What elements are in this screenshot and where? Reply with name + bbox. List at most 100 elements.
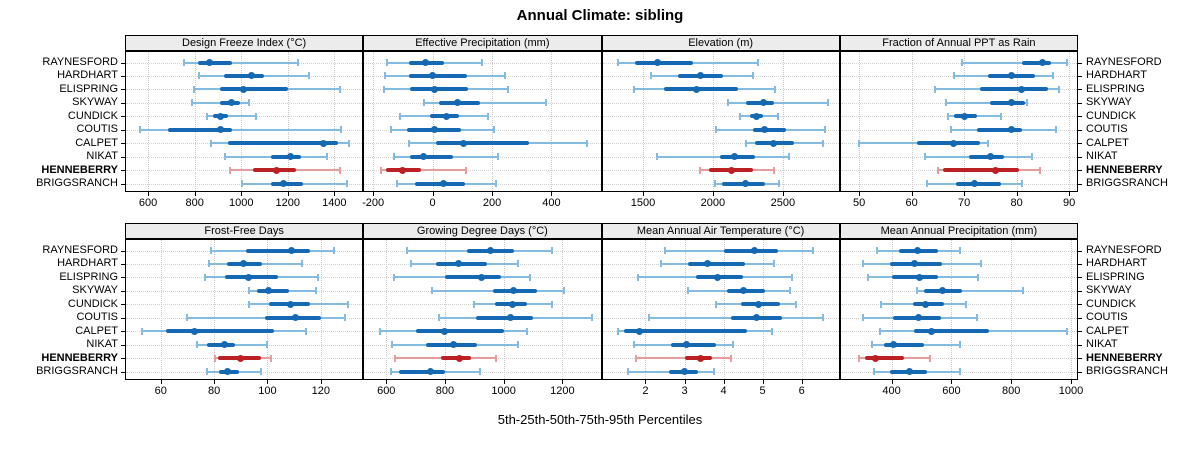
median-dot <box>761 126 769 134</box>
station-label-right: NIKAT <box>1086 338 1118 351</box>
station-label-right: CUNDICK <box>1086 109 1137 122</box>
whisker-cap <box>479 368 482 376</box>
axis-tick-mark <box>782 192 784 196</box>
whisker-cap <box>183 59 186 66</box>
whisker-cap <box>214 354 217 362</box>
row-tick-right <box>1078 358 1082 360</box>
whisker-cap <box>744 139 747 147</box>
median-dot <box>292 314 299 322</box>
whisker-cap <box>422 99 425 107</box>
axis-tick-label: 1200 <box>550 385 575 397</box>
axis-tick-mark <box>684 380 686 384</box>
iqr-bar <box>256 288 289 293</box>
gridline-horizontal <box>126 290 363 292</box>
whisker-cap <box>228 166 231 174</box>
axis-tick-label: 400 <box>882 385 901 397</box>
whisker-cap <box>247 300 250 308</box>
gridline-horizontal <box>602 143 839 145</box>
whisker-cap <box>551 247 554 254</box>
gridline-vertical <box>267 240 269 379</box>
row-tick-right <box>1078 183 1082 185</box>
row-tick-right <box>1078 263 1082 265</box>
median-dot <box>922 300 930 308</box>
axis-tick-mark <box>645 380 647 384</box>
whisker-cap <box>398 112 401 120</box>
whisker-cap <box>916 287 918 295</box>
station-label-left: CUNDICK <box>67 297 118 310</box>
gridline-vertical <box>951 240 953 379</box>
iqr-bar <box>271 154 302 159</box>
iqr-bar <box>220 87 288 92</box>
median-dot <box>960 112 968 120</box>
median-dot <box>280 180 288 188</box>
whisker-cap <box>138 126 141 134</box>
whisker-cap <box>1026 99 1029 107</box>
station-label-left: ELISPRING <box>59 270 118 283</box>
median-dot <box>228 99 236 107</box>
whisker-cap <box>307 72 310 80</box>
iqr-bar <box>415 329 504 334</box>
whisker-line <box>961 61 1067 64</box>
whisker-cap <box>636 273 639 281</box>
median-dot <box>889 341 897 349</box>
whisker-cap <box>392 273 395 281</box>
iqr-bar <box>969 154 1004 159</box>
median-dot <box>217 126 225 134</box>
gridline-vertical <box>551 52 553 191</box>
row-tick-right <box>1078 331 1082 333</box>
whisker-cap <box>777 180 780 188</box>
whisker-cap <box>616 59 619 66</box>
axis-tick-label: 120 <box>311 385 331 397</box>
whisker-cap <box>959 247 962 254</box>
station-label-left: RAYNESFORD <box>42 56 118 68</box>
whisker-cap <box>687 287 690 295</box>
axis-tick-label: 1400 <box>322 197 347 209</box>
strip-label: Effective Precipitation (mm) <box>415 37 550 49</box>
axis-tick-label: 50 <box>853 197 866 209</box>
station-label-right: HENNEBERRY <box>1086 351 1163 364</box>
gridline-vertical <box>964 52 966 191</box>
axis-tick-label: 400 <box>542 197 561 209</box>
whisker-cap <box>507 85 510 93</box>
gridline-horizontal <box>126 304 363 306</box>
whisker-cap <box>551 300 554 308</box>
whisker-cap <box>1065 327 1068 335</box>
gridline-vertical <box>859 52 861 191</box>
whisker-cap <box>632 85 635 93</box>
axis-tick-label: 1000 <box>228 197 254 209</box>
whisker-cap <box>699 166 702 174</box>
iqr-bar <box>435 141 530 146</box>
whisker-cap <box>712 368 715 376</box>
gridline-vertical <box>684 240 686 379</box>
whisker-cap <box>999 112 1002 120</box>
median-dot <box>240 85 248 93</box>
gridline-horizontal <box>602 116 839 118</box>
median-dot <box>1018 85 1026 93</box>
station-label-left: HARDHART <box>57 257 118 270</box>
whisker-cap <box>247 287 250 295</box>
whisker-cap <box>392 153 395 161</box>
station-label-left: NIKAT <box>86 338 118 351</box>
iqr-bar <box>246 248 311 253</box>
gridline-vertical <box>148 52 150 191</box>
whisker-cap <box>634 354 637 362</box>
gridline-vertical <box>723 240 725 379</box>
strip-label: Design Freeze Index (°C) <box>182 37 307 49</box>
median-dot <box>478 273 486 281</box>
gridline-horizontal <box>840 62 1077 64</box>
gridline-vertical <box>503 240 505 379</box>
row-tick-left <box>121 290 125 292</box>
station-label-right: ELISPRING <box>1086 270 1145 283</box>
whisker-cap <box>195 341 198 349</box>
axis-tick-mark <box>386 380 388 384</box>
gridline-horizontal <box>840 358 1077 360</box>
axis-tick-mark <box>964 192 966 196</box>
axis-tick-label: 4 <box>720 385 727 397</box>
gridline-vertical <box>1069 52 1071 191</box>
iqr-bar <box>956 181 1001 186</box>
whisker-cap <box>959 341 962 349</box>
median-dot <box>439 180 447 188</box>
whisker-cap <box>385 59 388 66</box>
axis-tick-mark <box>373 192 375 196</box>
iqr-bar <box>399 369 445 374</box>
